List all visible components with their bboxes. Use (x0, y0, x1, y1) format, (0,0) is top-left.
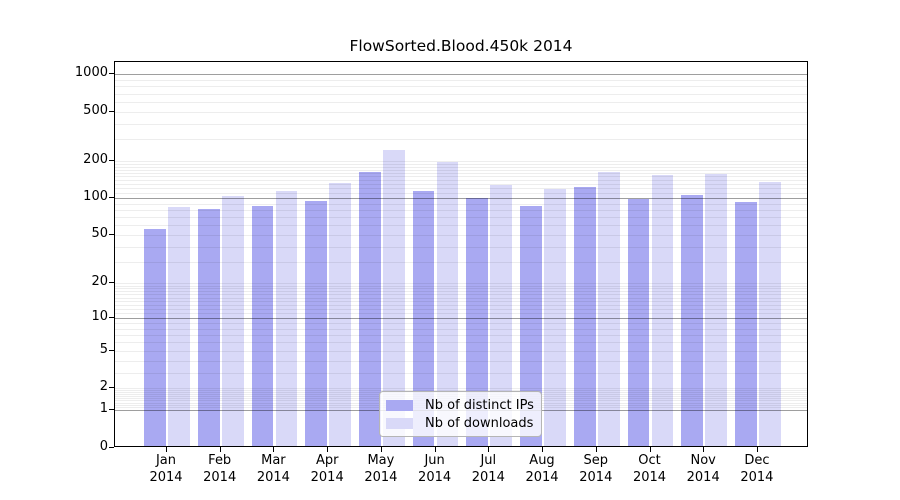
bar-distinct-ips (305, 201, 328, 446)
bar-distinct-ips (251, 206, 274, 446)
bar-downloads (705, 173, 728, 446)
bar-distinct-ips (681, 195, 704, 446)
y-tick-label: 20 (91, 274, 108, 290)
y-tick-mark (109, 73, 114, 75)
x-tick-label: Oct 2014 (632, 453, 667, 485)
x-tick-mark (273, 447, 275, 452)
y-tick-label: 0 (99, 438, 108, 454)
y-tick-label: 1000 (74, 65, 108, 81)
x-tick-mark (488, 447, 490, 452)
x-tick-label: Mar 2014 (256, 453, 290, 485)
y-tick-label: 50 (91, 226, 108, 242)
y-tick-mark (109, 234, 114, 236)
legend-label-distinct-ips: Nb of distinct IPs (425, 398, 534, 414)
x-tick-label: Feb 2014 (203, 453, 237, 485)
bar-downloads (544, 189, 566, 446)
x-tick-mark (703, 447, 705, 452)
x-tick-mark (166, 447, 167, 452)
y-tick-mark (109, 317, 114, 318)
legend-row-distinct-ips: Nb of distinct IPs (386, 397, 534, 415)
x-tick-label: Apr 2014 (310, 453, 344, 485)
x-tick-mark (595, 447, 597, 452)
y-tick-label: 1 (99, 401, 108, 417)
bar-downloads (275, 191, 298, 446)
legend-swatch-distinct-ips (386, 400, 413, 412)
bars-layer (115, 62, 807, 446)
x-tick-label: Jan 2014 (149, 453, 183, 485)
legend-label-downloads: Nb of downloads (425, 415, 534, 431)
x-tick-label: Jun 2014 (418, 453, 452, 485)
x-tick-mark (756, 447, 758, 452)
x-tick-label: Nov 2014 (686, 453, 720, 485)
bar-distinct-ips (412, 190, 435, 446)
x-tick-mark (327, 447, 329, 452)
y-tick-label: 200 (83, 151, 108, 167)
bar-downloads (490, 185, 513, 446)
y-tick-mark (109, 446, 114, 448)
x-tick-mark (649, 447, 651, 452)
x-tick-mark (219, 447, 221, 452)
bar-distinct-ips (466, 197, 489, 446)
y-tick-mark (109, 110, 114, 112)
bar-distinct-ips (144, 228, 166, 446)
y-tick-mark (109, 387, 114, 389)
bar-distinct-ips (573, 186, 596, 446)
legend-row-downloads: Nb of downloads (386, 415, 533, 433)
y-tick-mark (109, 349, 114, 351)
x-tick-mark (542, 447, 543, 452)
y-tick-label: 500 (83, 102, 108, 118)
bar-downloads (651, 175, 674, 446)
bar-downloads (436, 162, 459, 446)
bar-downloads (597, 172, 620, 446)
legend: Nb of distinct IPs Nb of downloads (379, 391, 542, 437)
bar-distinct-ips (520, 206, 542, 446)
y-tick-mark (109, 282, 114, 283)
chart-title: FlowSorted.Blood.450k 2014 (349, 37, 573, 55)
bar-downloads (329, 183, 352, 446)
y-tick-mark (109, 197, 114, 199)
x-tick-label: Sep 2014 (579, 453, 613, 485)
y-tick-label: 100 (83, 189, 108, 205)
y-tick-label: 2 (99, 379, 108, 395)
x-tick-mark (380, 447, 382, 452)
bar-distinct-ips (358, 171, 381, 446)
bar-downloads (759, 182, 781, 446)
bar-distinct-ips (735, 202, 757, 446)
y-tick-label: 5 (99, 341, 108, 357)
x-tick-mark (434, 447, 436, 452)
bar-downloads (168, 207, 190, 446)
bar-distinct-ips (197, 209, 220, 446)
y-tick-mark (109, 160, 114, 161)
legend-swatch-downloads (386, 417, 413, 429)
x-tick-label: May 2014 (364, 453, 398, 485)
y-tick-label: 10 (91, 308, 108, 324)
x-tick-label: Dec 2014 (740, 453, 774, 485)
x-tick-label: Jul 2014 (471, 453, 505, 485)
bar-downloads (382, 150, 405, 446)
bar-downloads (221, 196, 244, 446)
bar-distinct-ips (627, 198, 650, 446)
y-tick-mark (109, 409, 114, 411)
plot-area: Nb of distinct IPs Nb of downloads (114, 61, 808, 447)
x-tick-label: Aug 2014 (525, 453, 559, 485)
